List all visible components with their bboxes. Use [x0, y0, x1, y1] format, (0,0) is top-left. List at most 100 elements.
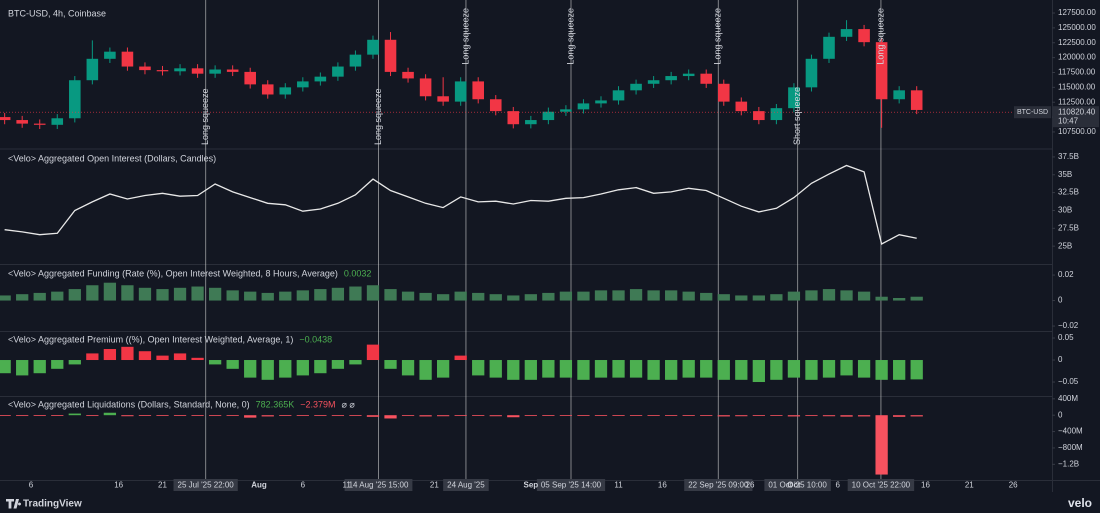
x-tick-label: Sep — [523, 481, 538, 490]
x-tick-label: 11 — [343, 481, 352, 490]
bar — [349, 286, 362, 301]
y-tick-label: 112500.00 — [1058, 97, 1096, 106]
bar — [296, 360, 309, 376]
x-tick-label: 26 — [1009, 481, 1018, 490]
bar — [647, 290, 660, 301]
candle-body — [402, 71, 414, 79]
bar — [331, 287, 345, 301]
bar — [524, 360, 537, 380]
bar — [682, 415, 695, 416]
bar — [875, 415, 888, 475]
bar — [559, 360, 573, 378]
bar — [436, 415, 450, 417]
candle-body — [261, 84, 274, 95]
candle-body — [612, 90, 625, 101]
bar — [103, 412, 117, 416]
x-tick-label: 16 — [921, 481, 930, 490]
bar — [577, 415, 590, 416]
candle-body — [104, 51, 116, 59]
bar — [770, 360, 783, 380]
y-tick-label: −0.02 — [1058, 321, 1079, 330]
bar — [384, 360, 397, 369]
bar — [208, 360, 222, 365]
bar — [577, 360, 590, 380]
x-tick-label: 11 — [614, 481, 623, 490]
bar — [629, 289, 643, 301]
bar — [173, 287, 187, 301]
legend-value: −2.379M — [300, 399, 335, 409]
bar — [279, 415, 292, 416]
date-label: 25 Jul '25 22:00 — [178, 481, 235, 490]
bar — [875, 296, 888, 301]
bar — [822, 415, 836, 417]
bar — [770, 415, 783, 416]
date-label-box — [536, 479, 606, 491]
bar — [244, 360, 257, 378]
candle-body — [297, 81, 309, 88]
bar — [524, 294, 537, 301]
bar — [51, 415, 64, 416]
bar — [647, 415, 660, 416]
marks — [0, 20, 1052, 475]
bar — [612, 415, 625, 416]
bar — [857, 360, 871, 378]
bar — [16, 415, 29, 417]
bar — [261, 292, 274, 301]
candle-body — [805, 58, 818, 88]
bar — [226, 290, 239, 301]
x-tick-label: 21 — [965, 481, 974, 490]
candle-body — [858, 29, 870, 43]
y-tick-label: 30B — [1058, 206, 1072, 215]
candle-body — [893, 90, 905, 100]
candle-body — [51, 118, 64, 125]
legend-value: −0.0438 — [299, 334, 332, 344]
bar — [33, 415, 46, 416]
bar — [893, 415, 906, 417]
bar — [542, 415, 555, 416]
bar — [559, 291, 573, 301]
bar — [86, 285, 99, 301]
candle-body — [156, 70, 169, 72]
bar — [805, 415, 818, 417]
bar — [910, 415, 923, 417]
bar — [875, 360, 888, 380]
y-tick-label: 0.05 — [1058, 333, 1074, 342]
candle-body — [788, 87, 800, 109]
bar — [279, 291, 292, 301]
countdown-label: 10:47 — [1058, 116, 1079, 125]
bar — [103, 282, 117, 301]
bar — [612, 360, 625, 378]
y-tick-label: 125000.00 — [1058, 23, 1096, 32]
y-tick-label: 107500.00 — [1058, 127, 1096, 136]
y-tick-label: 0 — [1058, 296, 1063, 305]
bar — [261, 360, 274, 380]
x-tick-label: 6 — [29, 481, 34, 490]
y-tick-label: 117500.00 — [1058, 68, 1096, 77]
bar — [191, 357, 204, 361]
candle-body — [16, 120, 28, 124]
bar — [717, 360, 730, 380]
candle-body — [560, 109, 572, 112]
event-label: Long squeeze — [713, 8, 723, 65]
bar — [33, 360, 46, 374]
bar — [156, 415, 169, 416]
bar — [16, 360, 29, 376]
candle-body — [717, 83, 730, 102]
candle-body — [174, 68, 186, 72]
bar — [384, 415, 397, 419]
bar — [594, 415, 608, 416]
bar — [261, 415, 274, 417]
bar — [542, 360, 555, 378]
candle-body — [630, 83, 642, 91]
date-label-box — [443, 479, 489, 491]
bar — [700, 292, 713, 301]
bar — [138, 415, 152, 416]
y-tick-label: −0.05 — [1058, 377, 1079, 386]
candle-body — [454, 81, 467, 102]
bar — [454, 291, 467, 301]
bar — [0, 295, 11, 301]
bar — [840, 290, 853, 301]
candle-body — [0, 117, 11, 121]
bar — [857, 291, 871, 301]
